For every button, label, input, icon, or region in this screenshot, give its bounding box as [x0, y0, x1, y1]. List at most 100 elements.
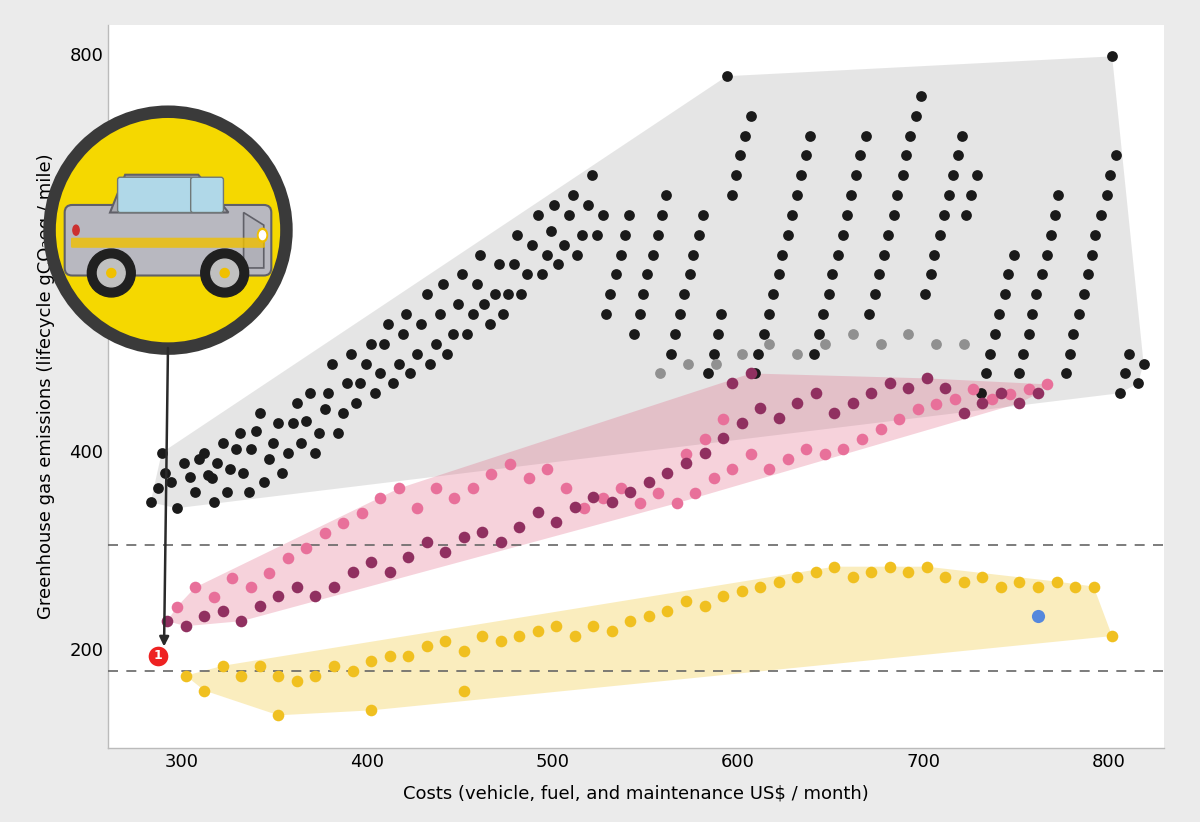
Point	[640, 610, 659, 623]
Point	[760, 337, 779, 350]
Point	[473, 525, 492, 538]
Point	[1028, 610, 1048, 623]
Point	[612, 248, 631, 261]
Point	[824, 560, 844, 573]
Point	[438, 347, 457, 360]
Point	[954, 337, 973, 350]
Point	[1010, 575, 1030, 588]
Point	[940, 188, 959, 201]
Point	[232, 669, 251, 682]
Point	[1045, 208, 1064, 221]
Point	[977, 367, 996, 380]
Point	[493, 307, 512, 321]
Point	[583, 491, 602, 504]
Point	[834, 442, 853, 455]
Point	[851, 149, 870, 162]
Point	[718, 70, 737, 83]
Point	[221, 462, 240, 475]
Point	[361, 555, 380, 568]
Point	[630, 496, 649, 510]
FancyBboxPatch shape	[191, 178, 223, 213]
Point	[722, 376, 742, 390]
Point	[582, 169, 601, 182]
Point	[1004, 248, 1024, 261]
Point	[823, 268, 842, 281]
Point	[1001, 388, 1020, 401]
Point	[500, 457, 520, 470]
Point	[578, 198, 598, 211]
Point	[773, 248, 792, 261]
Point	[588, 229, 607, 242]
Point	[661, 347, 680, 360]
Point	[841, 188, 860, 201]
Point	[1103, 50, 1122, 63]
Point	[251, 600, 270, 613]
Point	[426, 482, 445, 495]
Point	[467, 278, 486, 291]
Point	[227, 442, 246, 455]
Point	[287, 580, 306, 593]
Point	[194, 684, 214, 697]
Polygon shape	[110, 175, 228, 213]
Point	[454, 684, 473, 697]
Point	[925, 248, 944, 261]
Point	[973, 396, 992, 409]
X-axis label: Costs (vehicle, fuel, and maintenance US$ / month): Costs (vehicle, fuel, and maintenance US…	[403, 785, 869, 803]
Point	[149, 482, 168, 495]
Point	[300, 386, 319, 399]
Point	[486, 288, 505, 301]
Point	[896, 149, 916, 162]
Point	[844, 327, 863, 340]
Point	[1026, 288, 1045, 301]
Point	[480, 317, 499, 330]
Point	[389, 357, 408, 370]
Point	[1120, 347, 1139, 360]
Point	[667, 496, 686, 510]
Point	[452, 268, 472, 281]
Point	[787, 188, 806, 201]
Point	[1028, 386, 1048, 399]
Circle shape	[107, 269, 116, 278]
Point	[378, 317, 397, 330]
Point	[871, 337, 890, 350]
Point	[412, 317, 431, 330]
Point	[619, 208, 638, 221]
Ellipse shape	[259, 231, 265, 239]
Point	[967, 169, 986, 182]
Point	[881, 376, 900, 390]
Point	[847, 169, 866, 182]
Point	[917, 372, 936, 385]
Point	[1038, 248, 1057, 261]
Point	[510, 520, 529, 533]
Point	[881, 560, 900, 573]
Point	[1082, 248, 1102, 261]
Point	[926, 337, 946, 350]
Point	[1110, 386, 1129, 399]
Point	[712, 307, 731, 321]
Point	[568, 248, 587, 261]
Point	[230, 427, 250, 440]
Point	[1100, 169, 1120, 182]
FancyBboxPatch shape	[118, 178, 193, 213]
Point	[593, 492, 612, 505]
Point	[194, 610, 214, 623]
Point	[316, 526, 335, 539]
Point	[893, 169, 912, 182]
Point	[454, 644, 473, 658]
Point	[787, 570, 806, 583]
Point	[936, 570, 955, 583]
Point	[392, 327, 412, 340]
Point	[152, 446, 172, 459]
Point	[511, 288, 530, 301]
Ellipse shape	[73, 225, 79, 235]
Point	[943, 169, 962, 182]
Point	[473, 630, 492, 643]
Point	[436, 545, 455, 558]
Point	[575, 501, 594, 515]
Point	[694, 208, 713, 221]
Point	[380, 649, 400, 663]
Point	[934, 208, 953, 221]
Point	[251, 659, 270, 672]
Point	[142, 496, 161, 509]
Point	[306, 669, 325, 682]
